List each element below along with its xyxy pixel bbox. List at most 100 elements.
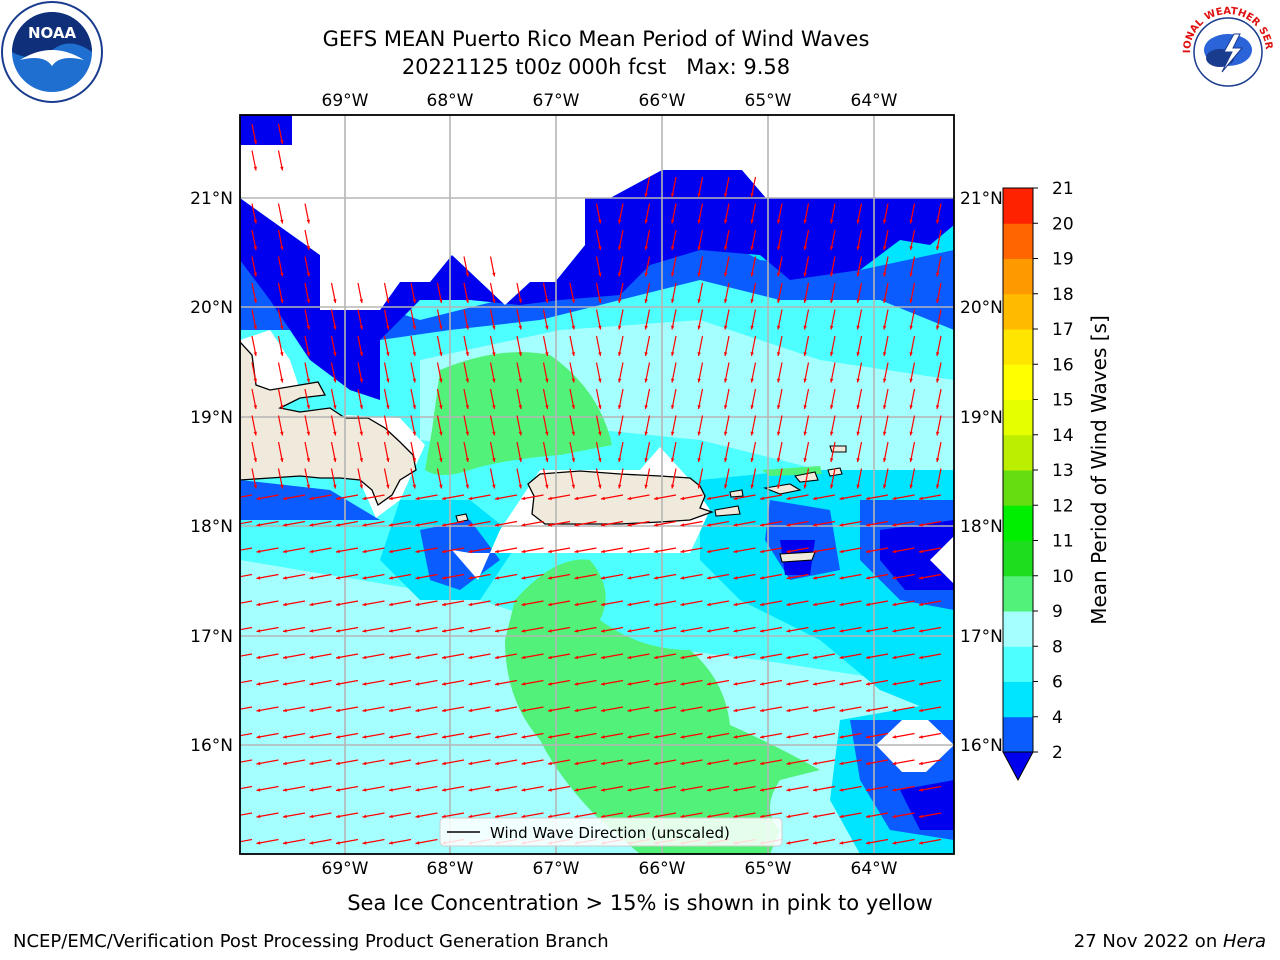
wave-direction-arrowhead: [813, 735, 817, 739]
wave-direction-arrowhead: [439, 431, 443, 436]
lat-tick-left: 21°N: [190, 189, 233, 209]
wave-direction-arrowhead: [601, 708, 605, 713]
wave-direction-arrow: [335, 759, 359, 765]
wave-direction-arrow: [547, 520, 571, 527]
wave-direction-arrow: [415, 573, 438, 580]
wave-direction-arrowhead: [571, 352, 575, 356]
wave-direction-arrow: [256, 679, 279, 686]
wave-direction-arrowhead: [230, 762, 234, 765]
wave-direction-arrow: [706, 706, 730, 712]
wave-direction-arrow: [786, 626, 809, 633]
wave-direction-arrowhead: [680, 708, 685, 713]
wave-direction-arrowhead: [936, 246, 940, 250]
lat-tick-left: 19°N: [190, 408, 233, 428]
wave-direction-arrowhead: [548, 549, 552, 554]
wave-direction-arrowhead: [415, 576, 420, 580]
wave-direction-arrow: [282, 706, 306, 712]
wave-direction-arrow: [415, 706, 438, 712]
wave-direction-arrowhead: [680, 496, 685, 501]
wave-direction-arrowhead: [671, 405, 675, 409]
wave-direction-arrow: [759, 600, 783, 606]
wave-direction-arrow: [706, 653, 730, 659]
wave-direction-arrowhead: [856, 272, 860, 277]
wave-direction-arrow: [362, 573, 385, 580]
wave-direction-arrowhead: [280, 272, 284, 277]
wave-direction-arrowhead: [760, 682, 764, 686]
wave-direction-arrowhead: [697, 352, 701, 356]
wave-direction-arrow: [839, 494, 862, 500]
wave-direction-arrowhead: [574, 655, 579, 660]
wave-direction-arrowhead: [627, 735, 632, 739]
lon-tick-top: 69°W: [322, 91, 369, 111]
wave-direction-arrowhead: [518, 484, 522, 489]
wave-direction-arrowhead: [336, 841, 340, 845]
wave-direction-arrow: [733, 520, 756, 527]
wave-direction-arrowhead: [389, 496, 393, 501]
wave-direction-arrowhead: [412, 378, 416, 383]
wave-direction-arrowhead: [803, 484, 807, 489]
colorbar-tick-label: 2: [1052, 743, 1063, 763]
wave-direction-arrowhead: [892, 788, 897, 792]
wave-direction-arrow: [574, 785, 597, 792]
wave-direction-arrowhead: [919, 682, 923, 686]
lon-ticks-top: 69°W 68°W 67°W 66°W 65°W 64°W: [322, 91, 898, 111]
wave-direction-arrowhead: [839, 788, 844, 792]
wave-direction-arrowhead: [495, 708, 499, 713]
wave-direction-arrowhead: [707, 735, 711, 739]
wave-direction-arrow: [468, 785, 491, 792]
wave-direction-arrowhead: [777, 219, 781, 224]
wave-direction-arrowhead: [386, 431, 390, 436]
wave-direction-arrowhead: [866, 841, 870, 845]
wave-direction-arrowhead: [280, 219, 284, 224]
wave-direction-arrowhead: [545, 299, 549, 303]
wave-direction-arrow: [812, 573, 836, 580]
wave-direction-arrowhead: [521, 735, 526, 739]
wave-direction-arrowhead: [644, 219, 648, 224]
colorbar-swatch: [1003, 716, 1033, 753]
wave-direction-arrow: [574, 626, 597, 633]
wave-direction-arrowhead: [839, 761, 844, 766]
wave-direction-arrowhead: [442, 576, 446, 580]
wave-direction-arrowhead: [627, 629, 632, 633]
wave-direction-arrowhead: [697, 272, 701, 277]
wave-direction-arrowhead: [803, 246, 807, 250]
lat-tick-right: 18°N: [960, 517, 1003, 537]
wave-direction-arrow: [441, 600, 465, 606]
wave-direction-arrow: [839, 679, 862, 686]
wave-direction-arrowhead: [680, 549, 685, 554]
wave-direction-arrow: [521, 785, 544, 792]
wave-direction-arrowhead: [574, 814, 579, 819]
wave-direction-arrow: [335, 653, 359, 659]
wave-direction-arrowhead: [230, 841, 234, 844]
wave-direction-arrowhead: [415, 682, 420, 686]
wave-direction-arrow: [600, 626, 624, 633]
wave-direction-arrowhead: [571, 484, 575, 489]
wave-direction-arrowhead: [442, 761, 446, 766]
wave-direction-arrowhead: [707, 523, 711, 527]
wave-direction-arrow: [494, 520, 518, 527]
wave-direction-arrow: [309, 520, 332, 527]
wave-direction-arrow: [680, 573, 703, 580]
wave-direction-arrowhead: [442, 602, 446, 607]
wave-direction-arrow: [865, 732, 889, 739]
wave-direction-arrow: [706, 626, 730, 633]
wave-direction-arrow: [282, 653, 306, 659]
wave-direction-arrow: [282, 838, 306, 845]
wave-direction-arrowhead: [601, 735, 605, 739]
wave-direction-arrowhead: [465, 352, 469, 356]
wave-direction-arrowhead: [919, 735, 923, 739]
islet: [714, 505, 741, 517]
wave-direction-arrow: [786, 785, 809, 792]
wave-direction-arrowhead: [574, 602, 579, 607]
wave-direction-arrow: [865, 679, 889, 686]
wave-direction-arrow: [335, 573, 359, 580]
wave-direction-arrowhead: [465, 378, 469, 383]
wave-direction-arrowhead: [750, 299, 754, 303]
wave-direction-arrowhead: [671, 484, 675, 489]
wave-direction-arrowhead: [492, 272, 496, 277]
wave-direction-arrowhead: [256, 655, 261, 660]
map-frame: [239, 114, 955, 855]
wave-direction-arrow: [468, 600, 491, 606]
wave-direction-arrowhead: [442, 814, 446, 819]
wave-direction-arrowhead: [919, 523, 923, 527]
